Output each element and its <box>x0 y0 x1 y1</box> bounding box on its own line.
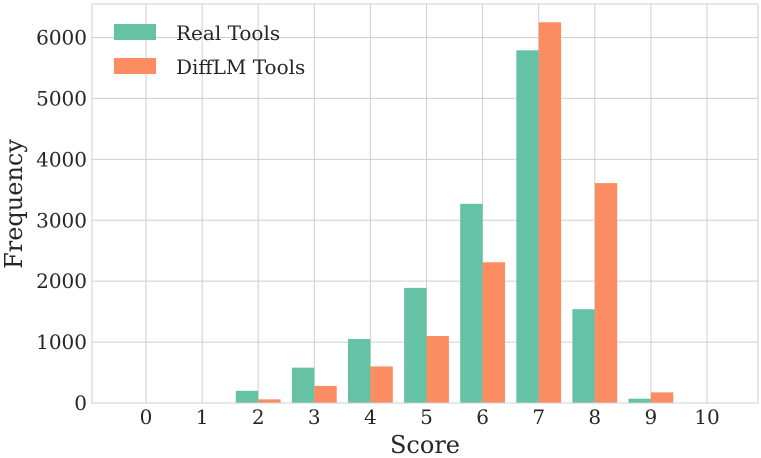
legend: Real Tools DiffLM Tools <box>114 21 305 79</box>
bar-difflm-tools <box>370 366 393 403</box>
bar-difflm-tools <box>538 22 562 403</box>
bar-real-tools <box>628 398 651 403</box>
bar-difflm-tools <box>650 392 674 403</box>
x-tick-label: 0 <box>140 405 153 429</box>
bar-difflm-tools <box>426 335 449 403</box>
x-tick-label: 4 <box>364 405 377 429</box>
legend-swatch-difflm-tools <box>114 58 156 74</box>
plot-frame <box>91 3 759 404</box>
bar-difflm-tools <box>314 385 337 403</box>
y-tick-label: 3000 <box>36 208 87 232</box>
x-tick-label: 1 <box>196 405 209 429</box>
bars <box>235 22 674 404</box>
legend-label-real-tools: Real Tools <box>176 21 280 45</box>
bar-real-tools <box>348 339 371 403</box>
bar-real-tools <box>460 203 483 403</box>
legend-label-difflm-tools: DiffLM Tools <box>176 55 305 79</box>
bar-real-tools <box>404 287 427 403</box>
x-tick-label: 9 <box>645 405 658 429</box>
bar-difflm-tools <box>258 399 281 403</box>
y-tick-label: 6000 <box>36 26 87 50</box>
grid <box>92 4 758 403</box>
y-tick-label: 1000 <box>36 330 87 354</box>
y-tick-label: 2000 <box>36 269 87 293</box>
y-tick-label: 5000 <box>36 86 87 110</box>
bar-difflm-tools <box>594 183 618 403</box>
x-tick-labels: 0 1 2 3 4 5 6 7 8 9 10 <box>140 405 720 429</box>
bar-real-tools <box>572 309 595 403</box>
bar-real-tools <box>516 50 539 404</box>
bar-real-tools <box>235 390 259 403</box>
y-tick-labels: 0 1000 2000 3000 4000 5000 6000 <box>36 26 87 415</box>
x-axis-label: Score <box>390 431 460 458</box>
x-tick-label: 7 <box>532 405 545 429</box>
x-tick-label: 3 <box>308 405 321 429</box>
y-axis-label: Frequency <box>0 139 28 269</box>
y-tick-label: 0 <box>74 391 87 415</box>
x-tick-label: 6 <box>476 405 489 429</box>
x-tick-label: 10 <box>694 405 719 429</box>
legend-swatch-real-tools <box>114 24 156 40</box>
bar-difflm-tools <box>482 262 505 403</box>
x-tick-label: 5 <box>420 405 433 429</box>
x-tick-label: 2 <box>252 405 265 429</box>
y-tick-label: 4000 <box>36 147 87 171</box>
bar-real-tools <box>291 367 315 403</box>
x-tick-label: 8 <box>588 405 601 429</box>
